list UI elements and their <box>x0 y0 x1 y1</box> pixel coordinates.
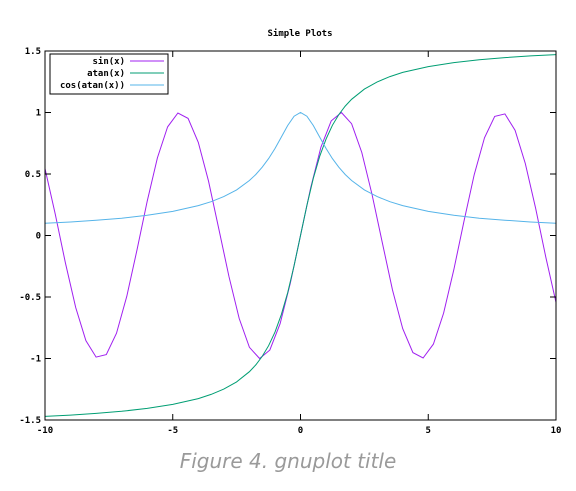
x-tick-label: 5 <box>426 426 431 436</box>
x-tick-label: 10 <box>551 426 562 436</box>
y-tick-label: -0.5 <box>19 293 41 303</box>
axes: -1.5 -1 -0.5 0 0.5 1 1.5 -10 -5 0 5 10 <box>19 47 561 436</box>
y-tick-label: 0.5 <box>25 170 41 180</box>
x-tick-label: -10 <box>37 426 53 436</box>
series-line-atan-x- <box>44 54 557 417</box>
legend: sin(x) atan(x) cos(atan(x)) <box>49 53 169 95</box>
chart-title: Simple Plots <box>267 28 332 39</box>
y-tick-label: -1.5 <box>19 416 41 426</box>
figure-caption: Figure 4. gnuplot title <box>179 449 397 473</box>
y-tick-label: -1 <box>30 355 41 365</box>
legend-label: atan(x) <box>87 69 125 79</box>
legend-label: cos(atan(x)) <box>60 81 125 91</box>
chart: Simple Plots -1.5 -1 -0.5 0 0.5 1 1.5 -10 -5 0 5 10… <box>19 28 561 436</box>
y-tick-label: 1.5 <box>25 47 41 57</box>
series-line-cos-atan-x- <box>44 111 557 224</box>
x-tick-label: 0 <box>298 426 303 436</box>
y-tick-label: 1 <box>36 109 41 119</box>
plot-area <box>44 54 557 417</box>
legend-label: sin(x) <box>92 56 125 67</box>
y-tick-label: 0 <box>36 232 41 242</box>
x-tick-label: -5 <box>167 426 178 436</box>
